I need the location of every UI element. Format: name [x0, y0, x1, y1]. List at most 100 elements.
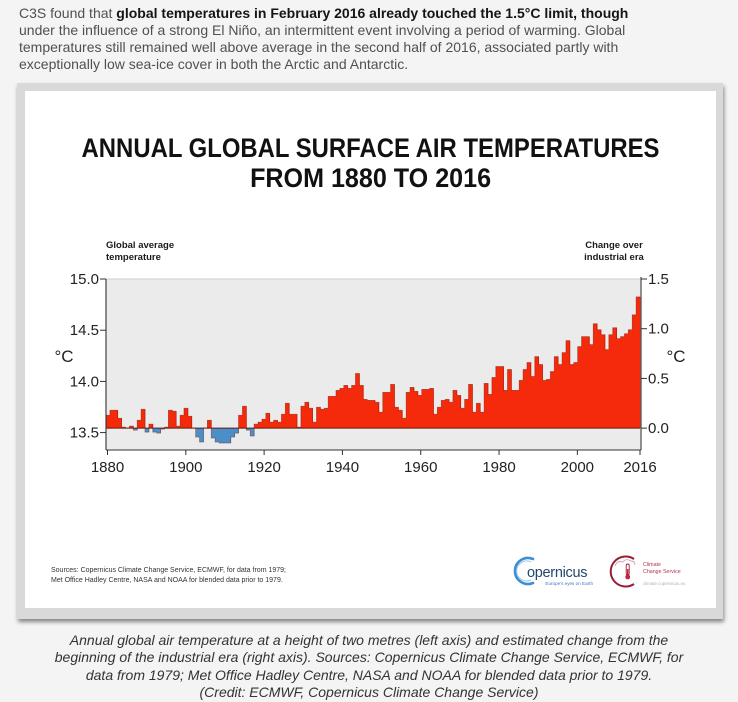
bar-1928 — [293, 414, 298, 429]
bar-1883 — [117, 418, 122, 429]
copernicus-wordmark: opernicus — [527, 565, 587, 581]
ccs-ring-icon — [609, 555, 635, 588]
bar-1886 — [129, 426, 134, 429]
bar-1939 — [335, 390, 341, 429]
sources-line-2: Met Office Hadley Centre, NASA and NOAA … — [51, 577, 283, 584]
bar-1969 — [452, 390, 458, 429]
bar-1891 — [148, 424, 154, 429]
bar-1993 — [546, 379, 551, 429]
bar-1921 — [265, 413, 271, 429]
bar-1930 — [300, 406, 306, 429]
ccs-cloud-icon — [614, 559, 636, 567]
bar-1946 — [363, 399, 368, 429]
bar-1999 — [569, 364, 575, 429]
bar-1962 — [425, 389, 430, 429]
bar-1953 — [390, 384, 395, 429]
bar-1985 — [515, 390, 520, 429]
bar-1954 — [394, 407, 399, 429]
bar-1984 — [511, 390, 516, 429]
bar-2000 — [573, 362, 578, 429]
x-tick-label: 1960 — [404, 459, 437, 476]
bars-group — [106, 296, 641, 444]
bar-1896 — [168, 410, 173, 429]
bar-1998 — [565, 340, 571, 429]
bar-1931 — [304, 402, 310, 429]
bar-1964 — [433, 414, 438, 429]
bar-1881 — [109, 410, 115, 429]
bar-1996 — [558, 364, 563, 429]
bar-2002 — [581, 336, 586, 429]
bar-1943 — [351, 385, 356, 429]
bar-1955 — [398, 410, 403, 429]
bar-2015 — [632, 314, 637, 429]
bar-2010 — [612, 327, 617, 429]
bar-2005 — [593, 323, 598, 429]
bar-1981 — [499, 366, 504, 429]
right-tick-label: 0.0 — [648, 420, 669, 437]
bar-1936 — [324, 408, 329, 429]
intro-line: temperatures still remained well above a… — [19, 39, 619, 55]
bar-1889 — [141, 409, 146, 429]
bar-1949 — [374, 402, 380, 429]
intro-line: exceptionally low sea-ice cover in both … — [19, 56, 409, 72]
x-tick-label: 1940 — [326, 459, 359, 476]
bar-1909 — [219, 428, 224, 444]
bar-1948 — [371, 400, 376, 429]
copernicus-tagline: Europe's eyes on Earth — [545, 581, 593, 586]
bar-1974 — [472, 412, 477, 429]
bar-1997 — [562, 352, 567, 429]
bar-1892 — [152, 428, 158, 433]
bar-1918 — [254, 424, 259, 429]
bar-2016 — [636, 296, 641, 429]
copernicus-c-arc-inner-icon — [516, 560, 532, 582]
bar-2014 — [628, 329, 633, 429]
left-axis-header-line-2: temperature — [106, 252, 161, 263]
bar-1920 — [261, 419, 267, 429]
right-tick-label: 0.5 — [648, 370, 669, 387]
bar-1952 — [386, 392, 391, 429]
ccs-name-line-2: Change Service — [643, 569, 681, 575]
bar-1890 — [144, 428, 150, 433]
bar-1992 — [542, 380, 547, 429]
bar-1965 — [437, 407, 442, 429]
ccs-url: climate.copernicus.eu — [643, 581, 686, 586]
bar-1971 — [460, 408, 465, 429]
bar-1950 — [378, 412, 384, 429]
bar-1975 — [476, 403, 481, 429]
copernicus-logo: opernicus Europe's eyes on Earth — [513, 556, 593, 586]
intro-line: under the influence of a strong El Niño,… — [19, 22, 626, 38]
bar-2012 — [620, 336, 625, 429]
right-tick-label: 1.5 — [648, 271, 669, 288]
bar-1932 — [308, 408, 313, 429]
left-tick-label: 15.0 — [70, 271, 99, 288]
bar-1967 — [445, 399, 450, 429]
climate-change-service-logo: Climate Change Service climate.copernicu… — [609, 555, 686, 588]
x-tick-label: 2000 — [561, 459, 594, 476]
bar-1963 — [429, 388, 434, 429]
bar-1976 — [480, 412, 485, 429]
bar-1966 — [441, 400, 446, 429]
caption-line: Annual global air temperature at a heigh… — [69, 632, 669, 648]
bar-1983 — [507, 369, 512, 429]
bar-1951 — [382, 392, 387, 429]
bar-1941 — [343, 385, 349, 429]
bar-1994 — [550, 371, 555, 429]
bar-1970 — [456, 395, 462, 429]
bar-1933 — [312, 422, 317, 429]
bar-1919 — [258, 422, 263, 429]
bar-1923 — [273, 420, 278, 429]
bar-1987 — [523, 369, 528, 429]
bar-2009 — [608, 334, 614, 429]
bar-1995 — [554, 356, 559, 429]
bar-1910 — [222, 428, 228, 444]
figure-caption: Annual global air temperature at a heigh… — [0, 632, 738, 701]
bar-1934 — [316, 407, 321, 429]
bar-1908 — [215, 428, 220, 443]
intro-line: C3S found that global temperatures in Fe… — [19, 5, 729, 22]
bar-1980 — [495, 366, 501, 429]
bar-1925 — [281, 414, 286, 429]
bar-1914 — [238, 415, 243, 429]
ccs-name-line-1: Climate — [643, 562, 661, 568]
right-axis-header-line-2: industrial era — [584, 252, 644, 263]
